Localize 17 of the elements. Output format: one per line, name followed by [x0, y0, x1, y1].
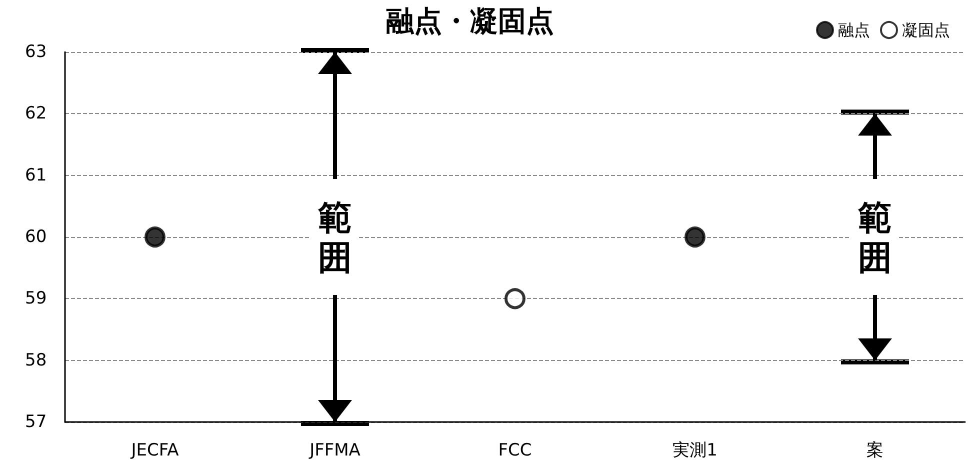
x-tick-label: 案 [866, 440, 884, 460]
y-tick-label: 60 [25, 227, 47, 247]
y-tick-label: 63 [25, 42, 47, 62]
y-tick-label: 57 [25, 412, 47, 432]
x-tick-label: FCC [498, 440, 532, 460]
x-tick-label: 実測1 [672, 440, 718, 460]
chart-title: 融点・凝固点 [386, 4, 554, 38]
y-tick-label: 58 [25, 350, 47, 370]
legend-label: 凝固点 [902, 20, 950, 40]
y-tick-label: 61 [25, 165, 47, 186]
x-tick-label: JECFA [130, 440, 180, 460]
y-tick-label: 59 [25, 288, 47, 309]
annotation: 範囲 [857, 198, 892, 278]
x-tick-label: JFFMA [308, 440, 361, 460]
legend-label: 融点 [838, 20, 870, 40]
annotation: 範囲 [317, 198, 352, 278]
y-tick-label: 62 [25, 104, 47, 124]
